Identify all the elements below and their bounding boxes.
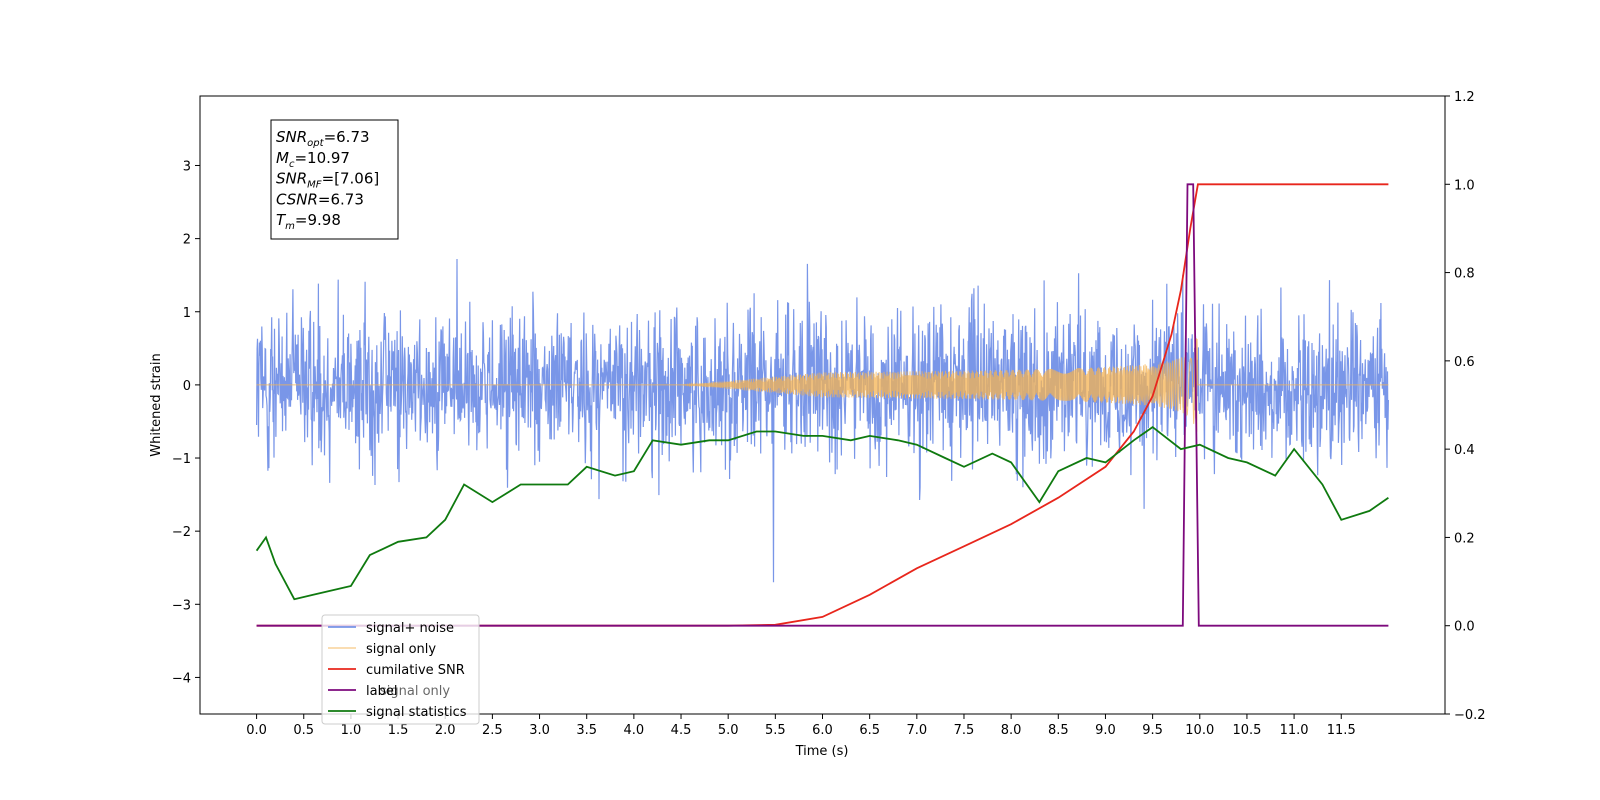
x-tick-label: 7.0	[906, 723, 927, 738]
series-cumulative-snr	[256, 183, 1389, 627]
legend-item: label	[366, 684, 397, 699]
info-line: Tm=9.98	[276, 211, 341, 232]
series-signal-statistics	[255, 425, 1389, 601]
info-line: CSNR=6.73	[276, 190, 364, 208]
x-tick-label: 4.0	[624, 723, 645, 738]
info-line: Mc=10.97	[276, 149, 350, 170]
x-tick-label: 5.0	[718, 723, 739, 738]
info-line: SNRMF=[7.06]	[276, 170, 379, 191]
x-tick-label: 11.5	[1327, 723, 1356, 738]
right-y-tick-label: 0.0	[1454, 620, 1475, 635]
left-y-tick-label: 3	[183, 159, 191, 174]
x-tick-label: 10.5	[1232, 723, 1261, 738]
x-tick-label: 10.0	[1185, 723, 1214, 738]
x-tick-label: 3.0	[529, 723, 550, 738]
x-tick-label: 11.0	[1280, 723, 1309, 738]
right-y-tick-label: 1.0	[1454, 178, 1475, 193]
x-tick-label: 2.5	[482, 723, 503, 738]
x-tick-label: 9.0	[1095, 723, 1116, 738]
left-y-tick-label: 2	[183, 233, 191, 248]
legend-item: signal statistics	[366, 705, 467, 720]
x-tick-label: 1.5	[388, 723, 409, 738]
x-axis: 0.0 0.5 1.0 1.5 2.0 2.5 3.0 3.5 4.0 4.5 5.0 5.5 6.0 6…	[246, 714, 1356, 738]
left-y-tick-label: −4	[172, 671, 191, 686]
x-tick-label: 8.5	[1048, 723, 1069, 738]
left-y-tick-label: −3	[172, 598, 191, 613]
left-y-tick-label: 1	[183, 306, 191, 321]
legend-item: cumilative SNR	[366, 663, 465, 678]
right-y-tick-label: 0.6	[1454, 355, 1475, 370]
plot-area	[255, 183, 1389, 627]
legend-ghost-text: signal only	[380, 684, 450, 699]
info-box-frame	[270, 119, 399, 240]
x-tick-label: 1.0	[341, 723, 362, 738]
legend-item: signal only	[366, 642, 436, 657]
right-y-tick-label: 0.8	[1454, 267, 1475, 282]
series-signal-only	[256, 338, 1389, 432]
right-y-tick-label: −0.2	[1454, 708, 1486, 723]
x-tick-label: 9.5	[1142, 723, 1163, 738]
series-label	[256, 183, 1389, 627]
info-box: SNRopt=6.73Mc=10.97SNRMF=[7.06]CSNR=6.73…	[270, 119, 399, 240]
x-tick-label: 6.5	[859, 723, 880, 738]
info-line: SNRopt=6.73	[276, 128, 370, 149]
left-y-axis: 3 2 1 0 −1 −2 −3 −4	[172, 159, 200, 686]
right-y-tick-label: 0.2	[1454, 531, 1475, 546]
x-tick-label: 3.5	[576, 723, 597, 738]
y-axis-label: Whitened strain	[149, 353, 164, 456]
x-tick-label: 0.5	[293, 723, 314, 738]
x-tick-label: 5.5	[765, 723, 786, 738]
x-tick-label: 6.0	[812, 723, 833, 738]
x-tick-label: 4.5	[671, 723, 692, 738]
right-y-axis: 1.2 1.0 0.8 0.6 0.4 0.2 0.0 −0.2	[1445, 90, 1486, 723]
left-y-tick-label: −2	[172, 525, 191, 540]
x-tick-label: 0.0	[246, 723, 267, 738]
x-axis-label: Time (s)	[795, 744, 849, 759]
x-tick-label: 7.5	[954, 723, 975, 738]
right-y-tick-label: 0.4	[1454, 443, 1475, 458]
legend: signal+ noise signal only cumilative SNR la…	[321, 614, 480, 725]
x-tick-label: 8.0	[1001, 723, 1022, 738]
series-signal-noise	[256, 258, 1389, 583]
left-y-tick-label: −1	[172, 452, 191, 467]
legend-frame	[321, 614, 480, 725]
x-tick-label: 2.0	[435, 723, 456, 738]
left-y-tick-label: 0	[183, 379, 191, 394]
right-y-tick-label: 1.2	[1454, 90, 1475, 105]
legend-item: signal+ noise	[366, 621, 454, 636]
